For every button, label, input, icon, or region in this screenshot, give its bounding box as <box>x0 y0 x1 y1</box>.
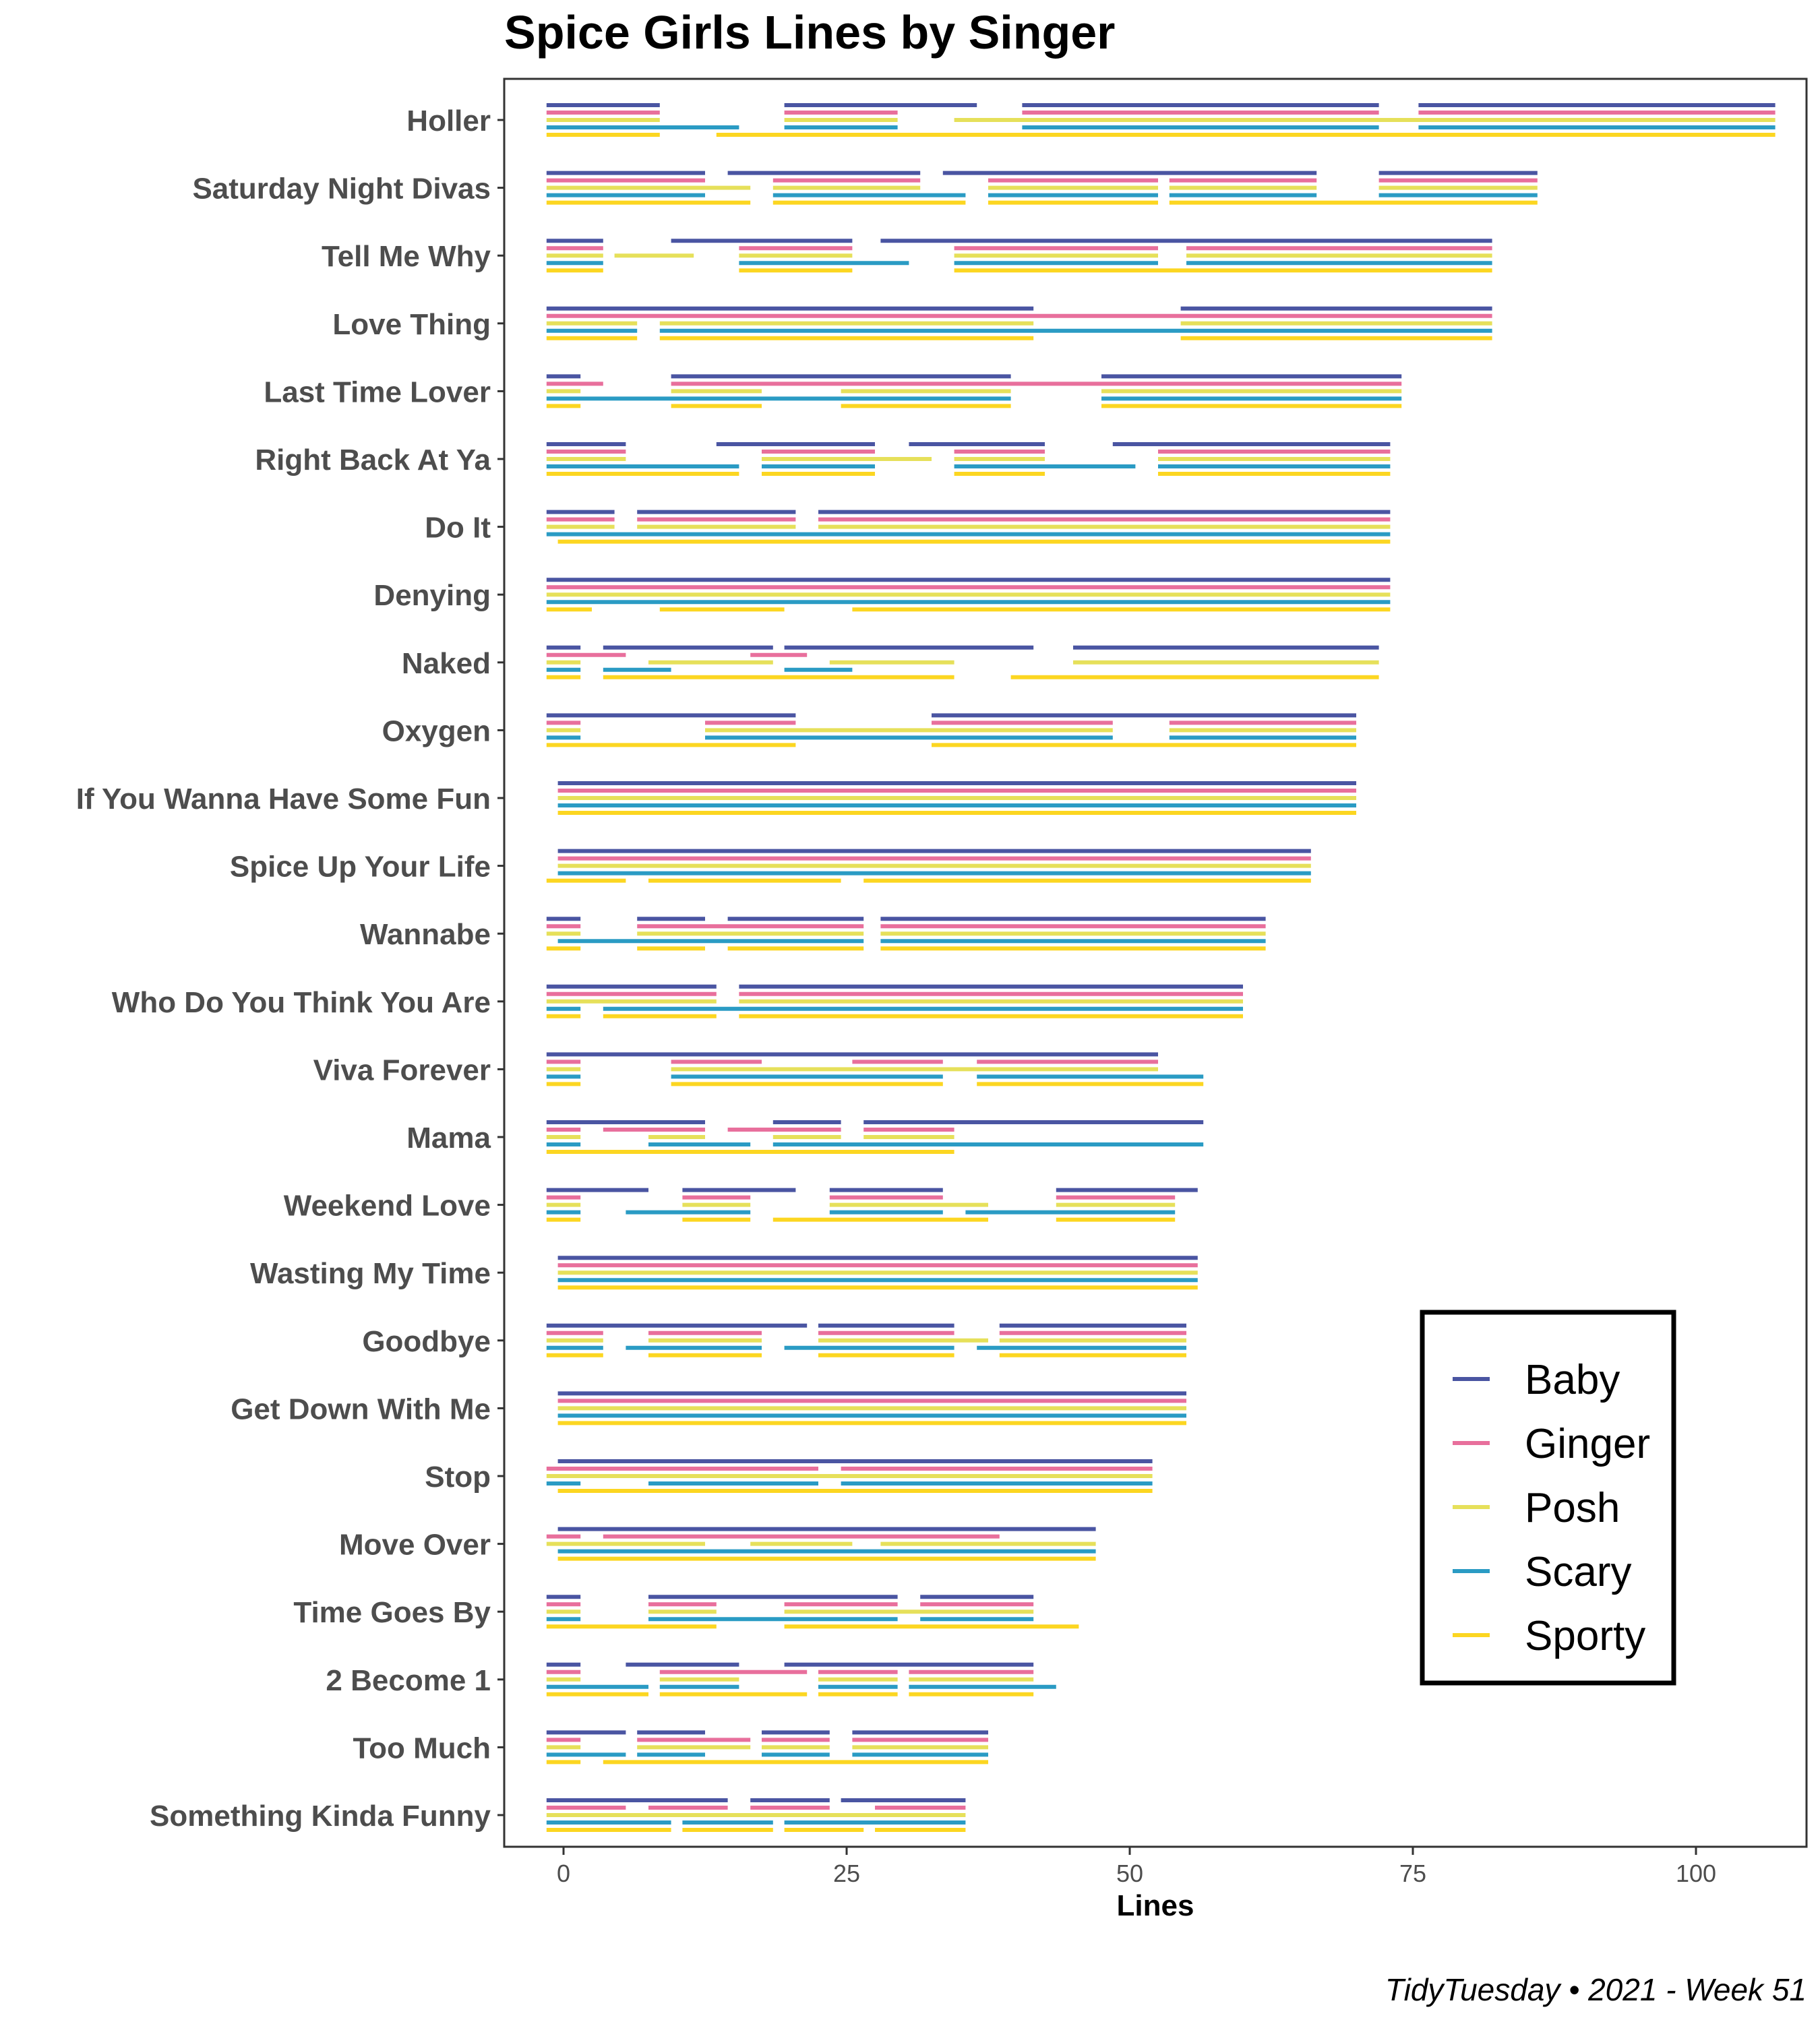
song-label: Mama <box>406 1122 491 1155</box>
song-row <box>557 1391 1186 1426</box>
chart-title: Spice Girls Lines by Singer <box>504 6 1115 59</box>
legend-label: Ginger <box>1525 1421 1650 1467</box>
song-row <box>546 984 1243 1018</box>
song-row <box>546 1730 988 1765</box>
song-label: Move Over <box>339 1529 491 1562</box>
song-row <box>546 917 1266 951</box>
song-row <box>546 1188 1198 1222</box>
song-row <box>546 713 1356 747</box>
song-label: Spice Up Your Life <box>230 851 491 884</box>
song-row <box>546 1798 966 1832</box>
song-label: 2 Become 1 <box>326 1664 491 1697</box>
song-label: Wannabe <box>360 918 491 951</box>
song-label: Who Do You Think You Are <box>112 986 491 1019</box>
legend: Baby Ginger Posh Scary Sporty <box>1420 1310 1676 1686</box>
song-row <box>546 306 1492 340</box>
x-tick-label: 0 <box>557 1860 570 1887</box>
song-label: Goodbye <box>362 1325 491 1358</box>
song-label: Denying <box>373 579 491 612</box>
song-row <box>546 1459 1153 1493</box>
song-label: Wasting My Time <box>250 1257 491 1290</box>
song-label: Oxygen <box>382 714 491 747</box>
x-axis-title: Lines <box>1117 1889 1194 1922</box>
song-row <box>546 1595 1079 1629</box>
song-row <box>546 510 1391 544</box>
song-label: Holler <box>406 104 491 137</box>
song-label: Saturday Night Divas <box>192 173 491 206</box>
caption: TidyTuesday • 2021 - Week 51 <box>1385 1972 1807 2007</box>
song-label: Weekend Love <box>284 1190 491 1223</box>
legend-box <box>1420 1310 1676 1686</box>
song-label: Something Kinda Funny <box>150 1800 491 1833</box>
song-label: Right Back At Ya <box>255 443 491 477</box>
song-row <box>546 171 1538 205</box>
song-row <box>546 645 1379 679</box>
song-row <box>546 442 1391 476</box>
song-row <box>546 239 1492 273</box>
song-row <box>557 1256 1198 1290</box>
song-row <box>546 374 1402 408</box>
song-row <box>546 1120 1204 1154</box>
song-labels: Holler Saturday Night Divas Tell Me Why Lov… <box>76 104 504 1833</box>
song-row <box>546 103 1776 137</box>
song-label: Love Thing <box>332 308 491 341</box>
legend-label: Baby <box>1525 1357 1620 1403</box>
song-row <box>546 1052 1204 1086</box>
song-row <box>546 578 1391 612</box>
song-label: Get Down With Me <box>231 1392 491 1426</box>
x-tick-label: 50 <box>1116 1860 1143 1887</box>
song-label: Viva Forever <box>313 1053 491 1086</box>
song-label: Stop <box>425 1461 491 1494</box>
song-label: Naked <box>402 647 491 680</box>
song-row <box>546 849 1311 883</box>
song-row <box>546 1662 1056 1696</box>
legend-label: Scary <box>1525 1549 1631 1595</box>
x-tick-label: 100 <box>1676 1860 1716 1887</box>
x-axis: 0 25 50 75 100 <box>557 1847 1716 1887</box>
song-label: Do It <box>425 512 491 545</box>
song-row <box>557 781 1356 815</box>
song-label: Time Goes By <box>293 1596 491 1629</box>
line-segments <box>546 103 1776 1832</box>
song-label: If You Wanna Have Some Fun <box>76 783 491 816</box>
legend-label: Sporty <box>1525 1613 1645 1659</box>
x-tick-label: 25 <box>833 1860 860 1887</box>
song-label: Too Much <box>353 1732 491 1765</box>
song-label: Last Time Lover <box>264 375 491 408</box>
song-row <box>546 1527 1096 1561</box>
legend-label: Posh <box>1525 1485 1620 1531</box>
song-label: Tell Me Why <box>322 240 491 273</box>
song-row <box>546 1323 1186 1357</box>
x-tick-label: 75 <box>1399 1860 1426 1887</box>
